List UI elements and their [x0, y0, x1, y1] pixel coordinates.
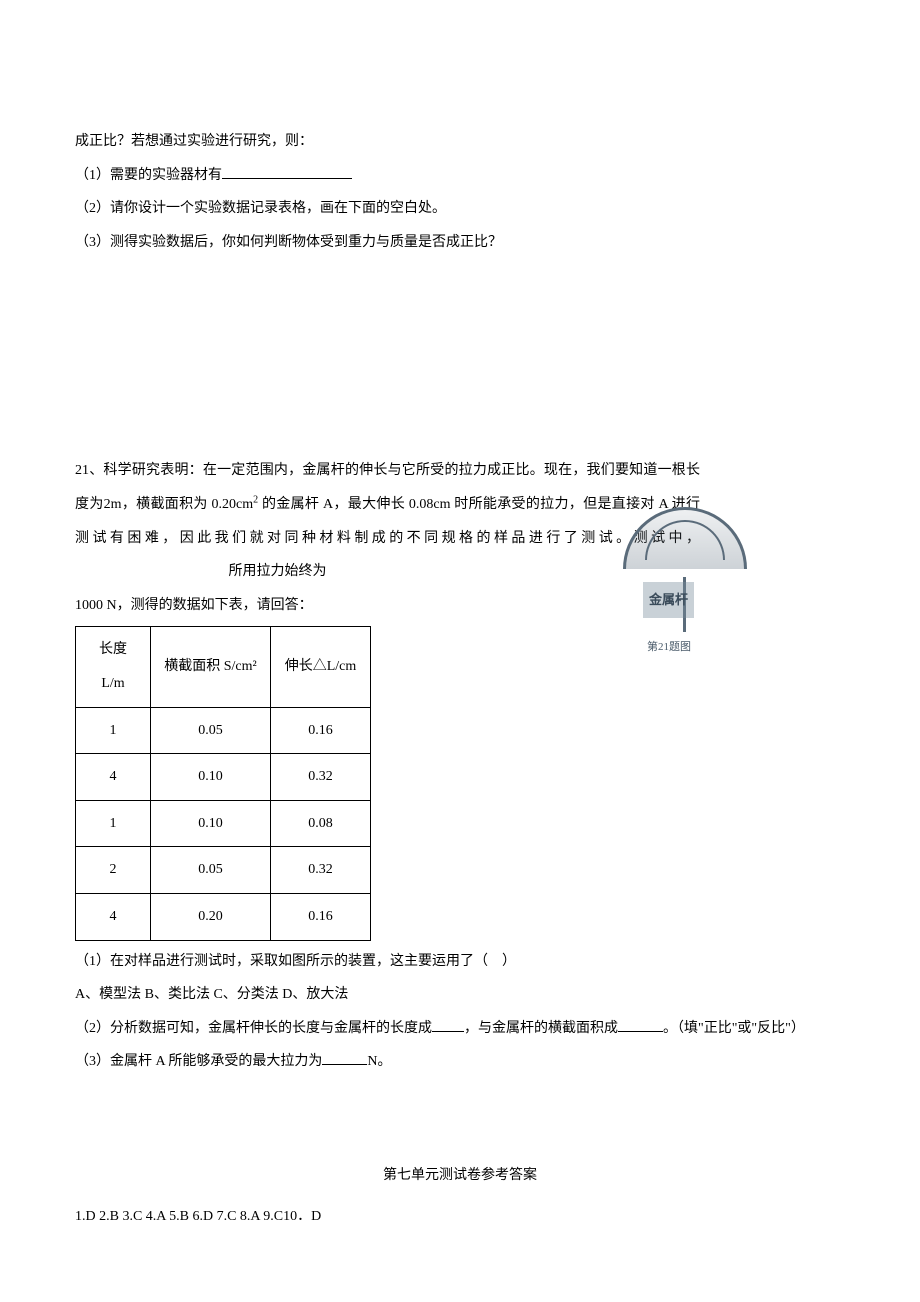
cell: 4: [76, 893, 151, 940]
blank-short: [322, 1051, 367, 1065]
th-elongation: 伸长△L/cm: [271, 627, 371, 707]
cell: 1: [76, 707, 151, 754]
q20-sub2: （2）请你设计一个实验数据记录表格，画在下面的空白处。: [75, 192, 845, 226]
q21-data-table: 长度 L/m 横截面积 S/cm² 伸长△L/cm 1 0.05 0.16 4 …: [75, 626, 371, 940]
figure-diagram: 金属杆 第21题图: [615, 502, 755, 657]
q21-sub1: （1）在对样品进行测试时，采取如图所示的装置，这主要运用了（ ）: [75, 945, 845, 979]
table-row: 4 0.10 0.32: [76, 754, 371, 801]
cell: 0.05: [151, 707, 271, 754]
answer-key-line1: 1.D 2.B 3.C 4.A 5.B 6.D 7.C 8.A 9.C10．D: [75, 1200, 845, 1234]
blank-short: [432, 1018, 464, 1032]
q21-sub3: （3）金属杆 A 所能够承受的最大拉力为 N。: [75, 1045, 845, 1079]
cell: 2: [76, 847, 151, 894]
q21-sub2-text1: （2）分析数据可知，金属杆伸长的长度与金属杆的长度成: [75, 1021, 432, 1036]
cell: 0.16: [271, 893, 371, 940]
q21-sub3-text2: N。: [367, 1054, 391, 1069]
cell: 0.16: [271, 707, 371, 754]
cell: 0.10: [151, 754, 271, 801]
q20-sub1-prefix: （1）需要的实验器材有: [75, 168, 222, 183]
blank-short: [618, 1018, 663, 1032]
q21-sub1-options: A、模型法 B、类比法 C、分类法 D、放大法: [75, 978, 845, 1012]
q21-sub2-text3: 。（填"正比"或"反比"）: [663, 1021, 805, 1036]
th-length: 长度 L/m: [76, 627, 151, 707]
q21-sub3-text1: （3）金属杆 A 所能够承受的最大拉力为: [75, 1054, 322, 1069]
cell: 0.10: [151, 800, 271, 847]
q21-intro-text3: 所用拉力始终为: [229, 564, 327, 579]
table-row: 1 0.05 0.16: [76, 707, 371, 754]
q20-sub1: （1）需要的实验器材有: [75, 159, 845, 193]
q20-sub3: （3）测得实验数据后，你如何判断物体受到重力与质量是否成正比？: [75, 226, 845, 260]
th-area: 横截面积 S/cm²: [151, 627, 271, 707]
blank-space: [75, 259, 845, 454]
figure-caption: 第21题图: [647, 634, 691, 660]
q21-sub2: （2）分析数据可知，金属杆伸长的长度与金属杆的长度成 ，与金属杆的横截面积成 。（填…: [75, 1012, 845, 1046]
cell: 4: [76, 754, 151, 801]
q21-container: 21、科学研究表明：在一定范围内，金属杆的伸长与它所受的拉力成正比。现在，我们要…: [75, 454, 845, 940]
cell: 0.32: [271, 754, 371, 801]
cell: 0.20: [151, 893, 271, 940]
table-header-row: 长度 L/m 横截面积 S/cm² 伸长△L/cm: [76, 627, 371, 707]
table-row: 2 0.05 0.32: [76, 847, 371, 894]
cell: 0.32: [271, 847, 371, 894]
cell: 1: [76, 800, 151, 847]
cell: 0.08: [271, 800, 371, 847]
rod-label: 金属杆: [643, 582, 694, 617]
blank-line: [222, 165, 352, 179]
table-row: 4 0.20 0.16: [76, 893, 371, 940]
table-row: 1 0.10 0.08: [76, 800, 371, 847]
answer-key-title: 第七单元测试卷参考答案: [75, 1159, 845, 1193]
cell: 0.05: [151, 847, 271, 894]
q21-figure: 金属杆 第21题图: [615, 502, 755, 657]
q21-sub2-text2: ，与金属杆的横截面积成: [464, 1021, 618, 1036]
q20-line0: 成正比？若想通过实验进行研究，则：: [75, 125, 845, 159]
